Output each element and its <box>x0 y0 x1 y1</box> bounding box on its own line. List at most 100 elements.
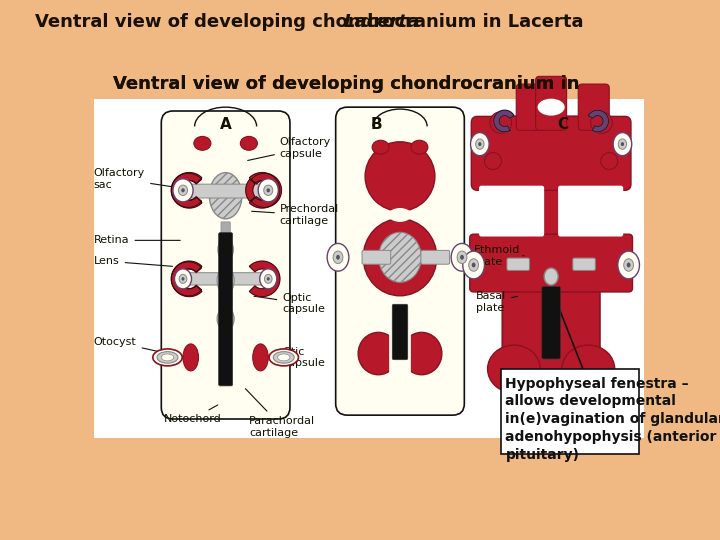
Ellipse shape <box>358 333 398 375</box>
Ellipse shape <box>624 259 634 271</box>
Polygon shape <box>251 173 282 207</box>
Ellipse shape <box>485 153 502 170</box>
Ellipse shape <box>618 139 626 149</box>
Text: Olfactory
capsule: Olfactory capsule <box>248 137 331 160</box>
Ellipse shape <box>476 139 484 149</box>
Ellipse shape <box>490 112 512 133</box>
Text: B: B <box>371 117 382 132</box>
Ellipse shape <box>153 349 182 366</box>
Polygon shape <box>588 110 608 132</box>
FancyBboxPatch shape <box>392 304 408 360</box>
Ellipse shape <box>451 244 473 271</box>
Ellipse shape <box>538 99 564 116</box>
Text: Olfactory
sac: Olfactory sac <box>94 168 188 190</box>
Polygon shape <box>171 262 202 296</box>
Text: Ethmoid
plate: Ethmoid plate <box>474 245 524 267</box>
FancyBboxPatch shape <box>507 258 529 271</box>
Polygon shape <box>249 261 280 296</box>
Ellipse shape <box>266 277 270 281</box>
Ellipse shape <box>269 349 299 366</box>
Text: Ventral view of developing chondrocranium in Lacerta: Ventral view of developing chondrocraniu… <box>35 13 583 31</box>
Text: C: C <box>557 117 568 132</box>
Text: Hypophyseal fenestra –
allows developmental
in(e)vagination of glandular
adenohy: Hypophyseal fenestra – allows developmen… <box>505 377 720 462</box>
Polygon shape <box>171 173 202 207</box>
Ellipse shape <box>487 345 540 393</box>
Ellipse shape <box>173 179 193 202</box>
Ellipse shape <box>544 268 558 285</box>
Ellipse shape <box>621 142 624 146</box>
Ellipse shape <box>258 179 279 202</box>
Ellipse shape <box>157 352 178 363</box>
Text: Otic
capsule: Otic capsule <box>256 347 325 368</box>
Ellipse shape <box>217 307 234 330</box>
Ellipse shape <box>336 255 340 260</box>
Polygon shape <box>171 173 202 208</box>
Text: Optic
capsule: Optic capsule <box>254 293 325 314</box>
FancyBboxPatch shape <box>578 84 609 130</box>
Text: Lens: Lens <box>94 256 173 266</box>
Ellipse shape <box>264 274 272 284</box>
Text: A: A <box>220 117 232 132</box>
Ellipse shape <box>194 137 211 150</box>
FancyBboxPatch shape <box>161 111 290 419</box>
Ellipse shape <box>210 173 242 219</box>
FancyBboxPatch shape <box>336 107 464 415</box>
Ellipse shape <box>253 344 269 371</box>
Ellipse shape <box>218 238 233 261</box>
Ellipse shape <box>181 277 184 281</box>
Text: Otocyst: Otocyst <box>94 337 165 353</box>
FancyBboxPatch shape <box>472 117 631 190</box>
Ellipse shape <box>402 333 442 375</box>
FancyBboxPatch shape <box>536 76 567 130</box>
FancyBboxPatch shape <box>479 186 544 237</box>
Polygon shape <box>246 179 255 201</box>
Ellipse shape <box>618 251 639 279</box>
Ellipse shape <box>478 142 482 146</box>
Ellipse shape <box>274 352 294 363</box>
FancyBboxPatch shape <box>362 251 391 264</box>
Ellipse shape <box>388 208 412 222</box>
Text: Lacerta: Lacerta <box>343 13 419 31</box>
FancyBboxPatch shape <box>500 369 639 454</box>
Ellipse shape <box>626 262 631 267</box>
Ellipse shape <box>266 188 270 192</box>
FancyBboxPatch shape <box>94 99 644 438</box>
Ellipse shape <box>411 140 428 154</box>
Ellipse shape <box>365 142 435 211</box>
Ellipse shape <box>277 354 290 361</box>
FancyBboxPatch shape <box>221 222 230 239</box>
Ellipse shape <box>260 269 276 289</box>
Ellipse shape <box>379 232 421 282</box>
Text: Basal
plate: Basal plate <box>476 291 518 313</box>
Ellipse shape <box>174 269 192 289</box>
Ellipse shape <box>183 344 199 371</box>
FancyBboxPatch shape <box>389 318 411 382</box>
Ellipse shape <box>333 251 343 264</box>
Polygon shape <box>171 261 202 296</box>
Text: Retina: Retina <box>94 235 180 245</box>
Ellipse shape <box>372 140 389 154</box>
Ellipse shape <box>472 262 475 267</box>
FancyBboxPatch shape <box>219 233 233 386</box>
Ellipse shape <box>460 255 464 260</box>
FancyBboxPatch shape <box>516 84 547 130</box>
Ellipse shape <box>161 354 174 361</box>
FancyBboxPatch shape <box>181 273 270 285</box>
Ellipse shape <box>264 185 273 195</box>
FancyBboxPatch shape <box>573 258 595 271</box>
FancyBboxPatch shape <box>421 251 449 264</box>
Ellipse shape <box>590 112 612 133</box>
Ellipse shape <box>469 259 479 271</box>
Ellipse shape <box>600 153 618 170</box>
Polygon shape <box>494 110 514 132</box>
Text: Ventral view of developing chondrocranium in: Ventral view of developing chondrocraniu… <box>113 75 586 93</box>
Ellipse shape <box>217 267 234 294</box>
Ellipse shape <box>463 251 485 279</box>
Text: Prechordal
cartilage: Prechordal cartilage <box>252 204 339 226</box>
FancyBboxPatch shape <box>542 287 560 359</box>
FancyBboxPatch shape <box>181 184 270 198</box>
Ellipse shape <box>240 137 258 150</box>
Ellipse shape <box>327 244 349 271</box>
Polygon shape <box>249 173 280 208</box>
FancyBboxPatch shape <box>503 117 600 417</box>
